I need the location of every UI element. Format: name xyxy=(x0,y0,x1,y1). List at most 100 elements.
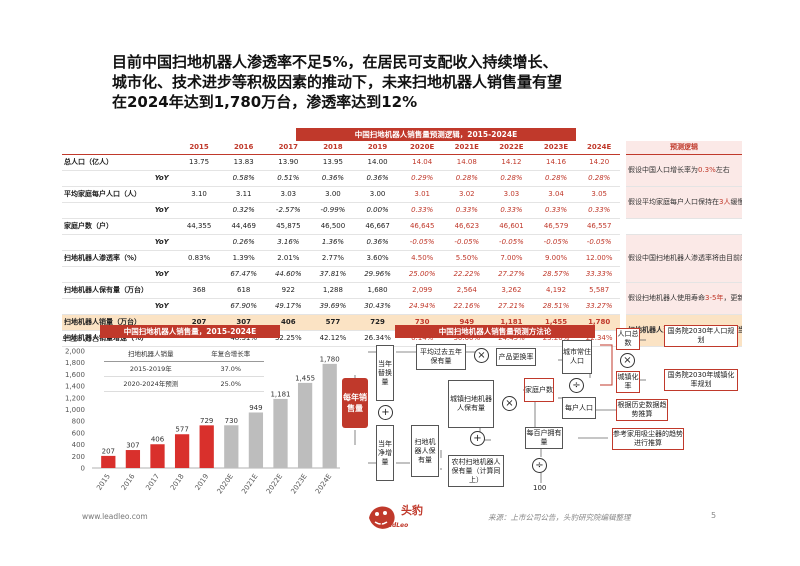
ownership-box: 扫地机器人保有量 xyxy=(411,425,439,477)
chart-title: 中国扫地机器人销售量，2015-2024E xyxy=(100,325,280,338)
times-operator: × xyxy=(502,396,517,411)
table-cell: 1,680 xyxy=(355,282,400,299)
table-cell: 30.43% xyxy=(355,298,400,315)
table-cell: -0.99% xyxy=(310,202,356,219)
table-cell: 44,355 xyxy=(176,218,222,235)
table-cell: 27.21% xyxy=(489,298,534,315)
year-header: 2022E xyxy=(489,141,534,155)
table-cell: 3,262 xyxy=(489,282,534,299)
x-tick-label: 2015 xyxy=(95,473,112,492)
table-cell: 46,500 xyxy=(310,218,356,235)
table-cell: 14.04 xyxy=(399,154,445,171)
leadleo-logo-icon xyxy=(369,506,395,529)
y-tick-label: 1,600 xyxy=(65,371,85,379)
table-cell: -0.05% xyxy=(444,234,490,251)
year-header: 2017 xyxy=(266,141,311,155)
cagr-table: 扫地机器人销量 年复合增长率 2015-2019年 37.0% 2020-202… xyxy=(104,347,264,392)
row-label: 家庭户数（户） xyxy=(62,218,177,235)
bar xyxy=(322,363,337,468)
times-operator: × xyxy=(474,348,489,363)
plus-operator: + xyxy=(378,405,393,420)
year-header: 2020E xyxy=(399,141,445,155)
table-row: YoY 0.58% 0.51% 0.36% 0.36% 0.29% 0.28% 0.28% 0.… xyxy=(62,170,742,187)
table-cell: 0.32% xyxy=(221,202,266,219)
table-cell: 3.01 xyxy=(399,186,445,203)
table-cell: 3.16% xyxy=(266,234,311,251)
table-cell: 29.96% xyxy=(355,266,400,283)
table-cell: 7.00% xyxy=(489,250,534,267)
historical-trend-box: 根据历史数据趋势推算 xyxy=(616,399,668,421)
row-label: 总人口（亿人） xyxy=(62,154,177,171)
title-line: 在2024年达到1,780万台，渗透率达到12% xyxy=(112,93,418,111)
bar-value-label: 729 xyxy=(200,417,213,425)
table-cell: 3.00 xyxy=(355,186,400,203)
table-cell: 33.27% xyxy=(578,298,623,315)
x-tick-label: 2024E xyxy=(314,473,333,496)
logic-text: ，更新替换周期 xyxy=(723,294,742,302)
x-tick-label: 2018 xyxy=(169,473,186,492)
bar-value-label: 577 xyxy=(175,426,188,434)
table-cell: -0.05% xyxy=(533,234,579,251)
chart-unit-label: 单位：万台 xyxy=(62,334,100,343)
page-title: 目前中国扫地机器人渗透率不足5%，在居民可支配收入持续增长、 城市化、技术进步等… xyxy=(112,52,712,112)
table-cell: 0.58% xyxy=(221,170,266,187)
table-cell: 5.50% xyxy=(444,250,490,267)
cagr-row-label: 2020-2024年预测 xyxy=(104,376,198,392)
logic-text: 假设平均家庭每户人口保持在 xyxy=(628,198,719,206)
table-cell: 25.00% xyxy=(399,266,445,283)
year-header: 2018 xyxy=(310,141,356,155)
table-cell: -2.57% xyxy=(266,202,311,219)
avg-ownership-box: 平均过去五年保有量 xyxy=(416,344,466,370)
sales-bar-chart: 0 200 400 600 800 1,000 1,200 1,400 1,600 1,800 2,… xyxy=(65,348,340,496)
table-cell: 0.51% xyxy=(266,170,311,187)
logic-note: 假设中国扫地机器人渗透率将由目前的3.6%逐步提高接近美国市场的15% xyxy=(620,234,742,283)
table-cell: 577 xyxy=(310,314,356,331)
table-cell: 5,587 xyxy=(578,282,623,299)
logic-text: 0.3% xyxy=(698,166,716,174)
bar xyxy=(125,450,141,468)
table-cell: 3.10 xyxy=(176,186,222,203)
logic-note xyxy=(620,218,742,235)
table-cell: 45,875 xyxy=(266,218,311,235)
table-cell: -0.05% xyxy=(489,234,534,251)
divide-operator: ÷ xyxy=(532,458,547,473)
hundred-value: 100 xyxy=(533,484,547,492)
table-cell: 368 xyxy=(176,282,222,299)
table-cell: 0.33% xyxy=(399,202,445,219)
table-cell: 3.11 xyxy=(221,186,266,203)
table-cell: 46,601 xyxy=(489,218,534,235)
table-row: YoY 67.90% 49.17% 39.69% 30.43% 24.94% 22.16% 2… xyxy=(62,298,742,315)
table-cell: 0.36% xyxy=(355,170,400,187)
logic-text: 假设中国扫地机器人渗透率将由目前的 xyxy=(628,254,742,262)
y-tick-label: 0 xyxy=(81,465,85,473)
table-cell: 67.90% xyxy=(221,298,266,315)
table-cell: 14.12 xyxy=(489,154,534,171)
y-tick-label: 200 xyxy=(72,453,85,461)
table-cell: 13.95 xyxy=(310,154,356,171)
annual-sales-box: 每年销售量 xyxy=(342,378,368,428)
table-row: YoY 67.47% 44.60% 37.81% 29.96% 25.00% 22.22% 2… xyxy=(62,266,742,283)
x-tick-label: 2022E xyxy=(265,473,284,496)
y-tick-label: 800 xyxy=(72,418,85,426)
table-cell: 729 xyxy=(355,314,400,331)
table-cell: 14.00 xyxy=(355,154,400,171)
table-cell: 0.26% xyxy=(221,234,266,251)
logic-text: 假设中国人口增长率为 xyxy=(628,166,698,174)
table-cell: 618 xyxy=(221,282,266,299)
year-header: 2021E xyxy=(444,141,490,155)
table-cell: 2.77% xyxy=(310,250,356,267)
y-tick-label: 1,400 xyxy=(65,383,85,391)
table-cell: 27.27% xyxy=(489,266,534,283)
title-line: 城市化、技术进步等积极因素的推动下，未来扫地机器人销售量有望 xyxy=(112,73,563,91)
table-cell: 46,667 xyxy=(355,218,400,235)
corner-cell xyxy=(62,141,177,155)
rural-ownership-box: 农村扫地机器人保有量（计算同上） xyxy=(448,455,504,487)
year-header: 2019 xyxy=(355,141,400,155)
x-tick-label: 2019 xyxy=(194,473,211,492)
forecast-table: 2015 2016 2017 2018 2019 2020E 2021E 2022E 2023E… xyxy=(62,141,742,347)
table-cell: 3.60% xyxy=(355,250,400,267)
table-cell: 44.60% xyxy=(266,266,311,283)
table-cell: 3.03 xyxy=(489,186,534,203)
x-tick-label: 2017 xyxy=(144,473,161,492)
source-note: 来源：上市公司公告，头豹研究院编辑整理 xyxy=(488,513,631,522)
